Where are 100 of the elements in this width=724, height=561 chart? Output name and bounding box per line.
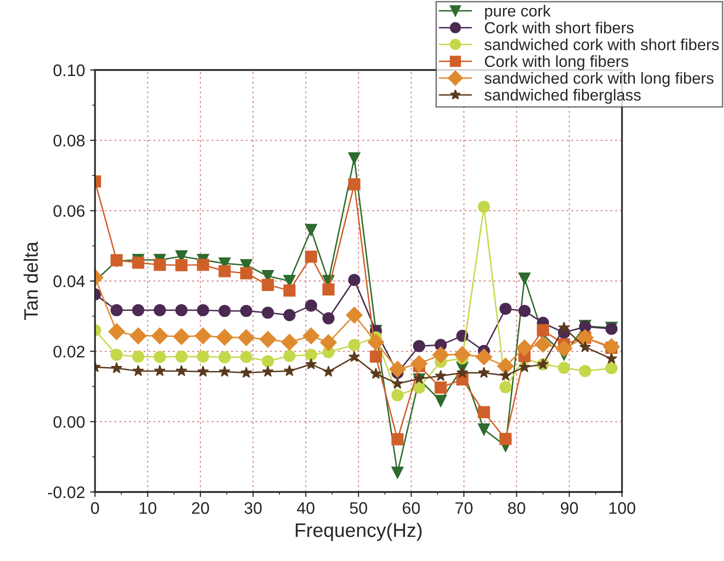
point [216,328,234,346]
point [218,366,230,377]
x-tick-label: 30 [244,502,262,514]
point [558,322,570,333]
x-tick-label: 40 [296,502,314,514]
x-tick-label: 20 [192,502,210,514]
point [432,346,450,364]
point [132,304,144,316]
y-tick-label: 0.02 [53,346,84,358]
point [391,466,404,479]
point [283,284,296,297]
x-axis-title: Frequency(Hz) [296,522,422,541]
point [110,348,123,361]
point [302,327,320,344]
point [500,370,512,381]
point [499,432,512,445]
point [499,302,512,315]
point [194,327,212,344]
point [304,224,318,236]
x-tick-label: 80 [508,502,526,514]
y-axis-title: Tan delta [24,242,38,320]
point [434,381,447,394]
point [497,358,514,374]
point [516,339,533,356]
point [348,152,360,164]
point [240,350,252,364]
point [259,331,276,348]
y-tick-label: 0.04 [53,275,85,288]
point [240,366,252,378]
point [579,341,591,352]
point [304,348,318,361]
point [173,328,190,345]
point [499,381,512,394]
point [413,340,426,352]
legend-label: sandwiched cork with long fibers [484,72,714,87]
point [478,366,490,378]
point [284,364,296,376]
point [196,258,210,271]
y-tick-label: 0.00 [53,416,85,428]
point [410,355,428,372]
point [151,327,168,344]
point [518,304,531,317]
point [576,329,594,346]
point [518,272,531,285]
point [262,355,274,368]
x-tick-label: 90 [560,502,578,514]
point [478,423,490,436]
point [454,346,471,363]
point [304,300,318,312]
point [305,358,317,370]
point [558,362,570,374]
point [322,312,335,324]
legend-label: sandwiched cork with short fibers [484,38,719,50]
point [281,334,298,351]
point [391,389,404,402]
point [218,265,231,278]
point [262,278,274,291]
point [175,350,188,363]
legend-label: sandwiched fiberglass [484,88,641,104]
point [434,394,447,407]
point [556,340,572,357]
point [196,304,210,316]
x-tick-label: 100 [609,502,636,514]
point [108,323,125,340]
legend-label: pure cork [485,4,551,20]
point [320,334,337,351]
point [348,178,360,190]
point [322,366,334,377]
point [110,362,122,374]
point [262,306,274,319]
point [196,350,210,363]
point [175,259,188,272]
point [240,304,252,317]
y-tick-label: -0.02 [48,486,84,498]
point [322,283,335,296]
point [370,350,382,363]
point [154,258,166,271]
point [368,334,384,351]
point [476,348,492,366]
point [262,366,274,377]
point [348,338,360,352]
point [197,366,209,377]
point [110,304,123,316]
point [478,200,490,213]
point [534,336,552,353]
x-tick-label: 50 [350,502,368,514]
point [218,351,231,364]
point [154,304,166,316]
y-tick-label: 0.08 [53,134,85,147]
point [218,304,231,317]
point [370,368,382,379]
point [346,306,363,324]
x-tick-label: 70 [455,502,473,514]
y-tick-label: 0.06 [53,205,85,217]
legend-label: Cork with long fibers [484,55,628,70]
point [348,350,360,362]
point [238,329,255,346]
point [132,350,144,363]
point [348,274,360,286]
x-tick-label: 60 [402,502,420,514]
